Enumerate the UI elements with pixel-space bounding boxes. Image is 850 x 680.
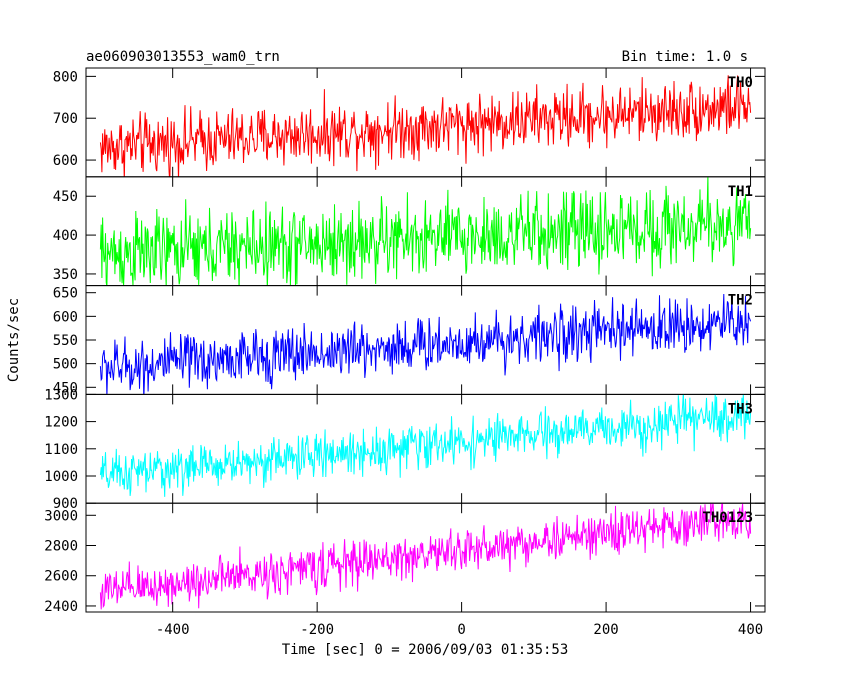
panels-group: 600 700 800 TH0 350 400 450 TH1 450 500 550 600 650 T… bbox=[44, 67, 766, 615]
x-tick-label: 200 bbox=[593, 622, 618, 638]
y-tick-label: 900 bbox=[53, 496, 78, 512]
series-line-th1 bbox=[99, 176, 752, 286]
panel-frame bbox=[85, 502, 766, 613]
panel-label: TH0123 bbox=[702, 510, 753, 526]
panel-th0: 600 700 800 TH0 bbox=[53, 67, 766, 178]
y-tick-label: 2400 bbox=[44, 599, 78, 615]
y-tick-label: 450 bbox=[53, 189, 78, 205]
y-tick-label: 1200 bbox=[44, 415, 78, 431]
y-tick-label: 1100 bbox=[44, 442, 78, 458]
series-line-th2 bbox=[99, 293, 752, 395]
x-axis: -400 -200 0 200 400 bbox=[156, 622, 763, 638]
y-tick-label: 1300 bbox=[44, 387, 78, 403]
panel-label: TH1 bbox=[728, 184, 753, 200]
y-tick-label: 500 bbox=[53, 357, 78, 373]
y-tick-label: 3000 bbox=[44, 508, 78, 524]
y-tick-label: 550 bbox=[53, 333, 78, 349]
y-tick-label: 350 bbox=[53, 267, 78, 283]
panel-label: TH2 bbox=[728, 293, 753, 309]
y-tick-label: 1000 bbox=[44, 469, 78, 485]
y-tick-label: 600 bbox=[53, 153, 78, 169]
series-line-th0 bbox=[99, 75, 752, 177]
series-line-th0123 bbox=[99, 503, 752, 610]
y-tick-label: 2800 bbox=[44, 539, 78, 555]
y-tick-label: 450 bbox=[53, 380, 78, 396]
x-axis-label: Time [sec] 0 = 2006/09/03 01:35:53 bbox=[282, 642, 569, 658]
y-tick-label: 600 bbox=[53, 309, 78, 325]
y-axis-label: Counts/sec bbox=[6, 298, 22, 382]
y-tick-label: 400 bbox=[53, 228, 78, 244]
x-tick-label: 400 bbox=[738, 622, 763, 638]
y-tick-label: 2600 bbox=[44, 569, 78, 585]
panel-th1: 350 400 450 TH1 bbox=[53, 176, 766, 287]
y-tick-label: 800 bbox=[53, 69, 78, 85]
bin-time-label: Bin time: 1.0 s bbox=[622, 49, 748, 65]
panel-th3: 900 1000 1100 1200 1300 TH3 bbox=[44, 387, 766, 512]
y-tick-label: 650 bbox=[53, 286, 78, 302]
x-tick-label: -400 bbox=[156, 622, 190, 638]
panel-label: TH0 bbox=[728, 75, 753, 91]
chart-title: ae060903013553_wam0_trn bbox=[86, 49, 280, 65]
panel-th0123: 2400 2600 2800 3000 TH0123 bbox=[44, 502, 766, 615]
y-tick-label: 700 bbox=[53, 111, 78, 127]
x-tick-label: 0 bbox=[457, 622, 465, 638]
panel-th2: 450 500 550 600 650 TH2 bbox=[53, 285, 766, 396]
panel-label: TH3 bbox=[728, 401, 753, 417]
series-line-th3 bbox=[99, 394, 752, 497]
x-tick-label: -200 bbox=[300, 622, 334, 638]
